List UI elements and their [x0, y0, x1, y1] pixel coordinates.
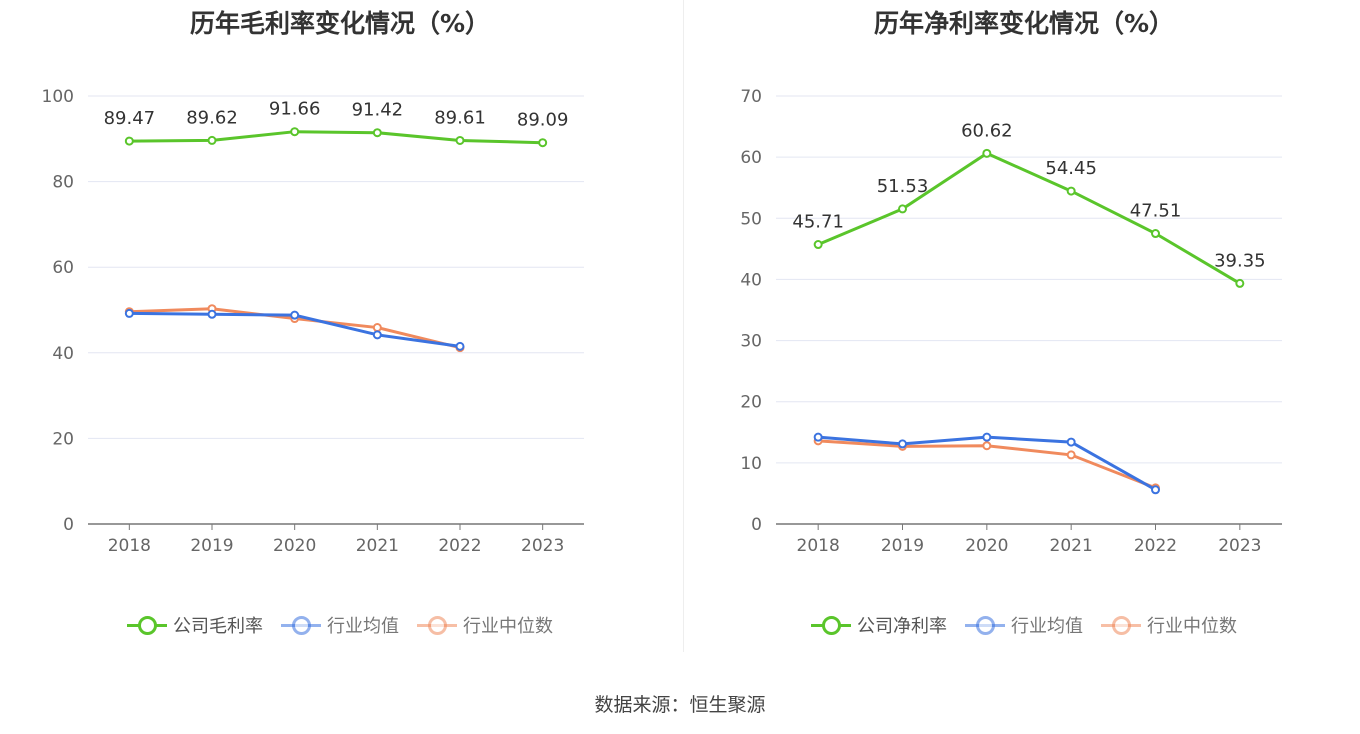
legend-label: 公司毛利率	[173, 616, 263, 637]
legend-marker-icon	[127, 615, 167, 635]
data-label: 60.62	[961, 120, 1013, 141]
y-tick-label: 100	[42, 87, 74, 107]
data-label: 39.35	[1214, 250, 1266, 271]
y-tick-label: 20	[52, 429, 74, 449]
net-margin-plot: 0 10 20 30 40 50 60 70 2018 2019 2020 2021 2022 2023 4…	[740, 87, 1282, 556]
gross-margin-chart: 历年毛利率变化情况（%） 0 20 40 60 80 100 2018 2019 2020 202…	[0, 0, 680, 660]
data-point	[455, 135, 465, 145]
y-tick-label: 50	[740, 209, 762, 229]
data-label: 89.61	[434, 107, 486, 128]
data-point	[124, 308, 134, 318]
y-tick-label: 20	[740, 393, 762, 413]
legend-label: 行业均值	[327, 616, 399, 637]
legend-label: 行业中位数	[463, 616, 553, 637]
y-tick-label: 80	[52, 173, 74, 193]
data-point	[898, 204, 907, 214]
data-point	[1066, 186, 1076, 196]
y-tick-label: 0	[751, 515, 762, 535]
data-point	[207, 135, 217, 145]
y-tick-label: 60	[740, 148, 762, 168]
legend: 公司毛利率 行业均值 行业中位数	[0, 612, 680, 638]
legend-label: 行业中位数	[1147, 616, 1237, 637]
legend-item[interactable]: 公司净利率	[811, 612, 947, 638]
x-tick-label: 2021	[356, 536, 399, 556]
data-label: 91.66	[269, 99, 321, 120]
data-point	[982, 432, 992, 442]
x-tick-label: 2023	[1218, 536, 1261, 556]
panel-divider	[683, 0, 684, 652]
data-label: 89.09	[517, 110, 569, 131]
legend-item[interactable]: 行业中位数	[1101, 612, 1237, 638]
data-point	[1066, 450, 1076, 460]
x-tick-label: 2023	[521, 536, 564, 556]
legend-item[interactable]: 行业均值	[281, 612, 399, 638]
data-point	[813, 240, 823, 250]
legend-item[interactable]: 公司毛利率	[127, 612, 263, 638]
x-tick-label: 2018	[108, 536, 151, 556]
x-tick-label: 2022	[438, 536, 481, 556]
data-point	[290, 127, 300, 137]
legend-marker-icon	[811, 615, 851, 635]
data-point	[813, 432, 823, 442]
data-label: 91.42	[352, 100, 404, 121]
chart-title: 历年毛利率变化情况（%）	[189, 9, 491, 38]
x-tick-label: 2020	[273, 536, 316, 556]
chart-title: 历年净利率变化情况（%）	[873, 9, 1175, 38]
y-tick-label: 70	[740, 87, 762, 107]
y-tick-label: 60	[52, 258, 74, 278]
data-source: 数据来源：恒生聚源	[594, 694, 766, 716]
data-point	[290, 310, 300, 320]
legend-marker-icon	[1101, 615, 1141, 635]
data-point	[372, 323, 382, 333]
x-tick-label: 2019	[881, 536, 924, 556]
data-point	[1066, 437, 1076, 447]
y-tick-label: 40	[52, 344, 74, 364]
data-point	[1151, 229, 1160, 239]
series-line	[129, 130, 543, 145]
net-margin-chart: 历年净利率变化情况（%） 0 10 20 30 40 50 60 70 2018 2019 2020…	[684, 0, 1360, 660]
data-point	[372, 128, 382, 138]
y-tick-label: 30	[740, 332, 762, 352]
data-point	[982, 148, 992, 158]
data-label: 45.71	[792, 212, 844, 233]
legend-item[interactable]: 行业均值	[965, 612, 1083, 638]
gross-margin-plot: 0 20 40 60 80 100 2018 2019 2020 2021 2022 2023 89.4…	[42, 87, 584, 556]
data-point	[898, 439, 907, 449]
legend-item[interactable]: 行业中位数	[417, 612, 553, 638]
legend-marker-icon	[417, 615, 457, 635]
data-label: 54.45	[1045, 158, 1097, 179]
legend: 公司净利率 行业均值 行业中位数	[684, 612, 1360, 638]
data-label: 51.53	[877, 176, 929, 197]
data-point	[538, 138, 548, 148]
legend-marker-icon	[281, 615, 321, 635]
data-label: 89.47	[104, 108, 156, 129]
legend-marker-icon	[965, 615, 1005, 635]
x-tick-label: 2022	[1134, 536, 1177, 556]
x-tick-label: 2019	[190, 536, 233, 556]
y-tick-label: 0	[63, 515, 74, 535]
data-label: 89.62	[186, 107, 238, 128]
data-point	[1235, 278, 1245, 288]
data-point	[372, 330, 382, 340]
x-tick-label: 2018	[797, 536, 840, 556]
x-tick-label: 2021	[1050, 536, 1093, 556]
data-point	[455, 341, 465, 351]
x-tick-label: 2020	[965, 536, 1008, 556]
data-label: 47.51	[1130, 201, 1182, 222]
legend-label: 公司净利率	[857, 616, 947, 637]
series-line	[817, 151, 1241, 285]
data-point	[124, 136, 134, 146]
data-point	[207, 309, 217, 319]
data-point	[982, 441, 992, 451]
y-tick-label: 10	[740, 454, 762, 474]
data-point	[1151, 485, 1160, 495]
y-tick-label: 40	[740, 270, 762, 290]
legend-label: 行业均值	[1011, 616, 1083, 637]
